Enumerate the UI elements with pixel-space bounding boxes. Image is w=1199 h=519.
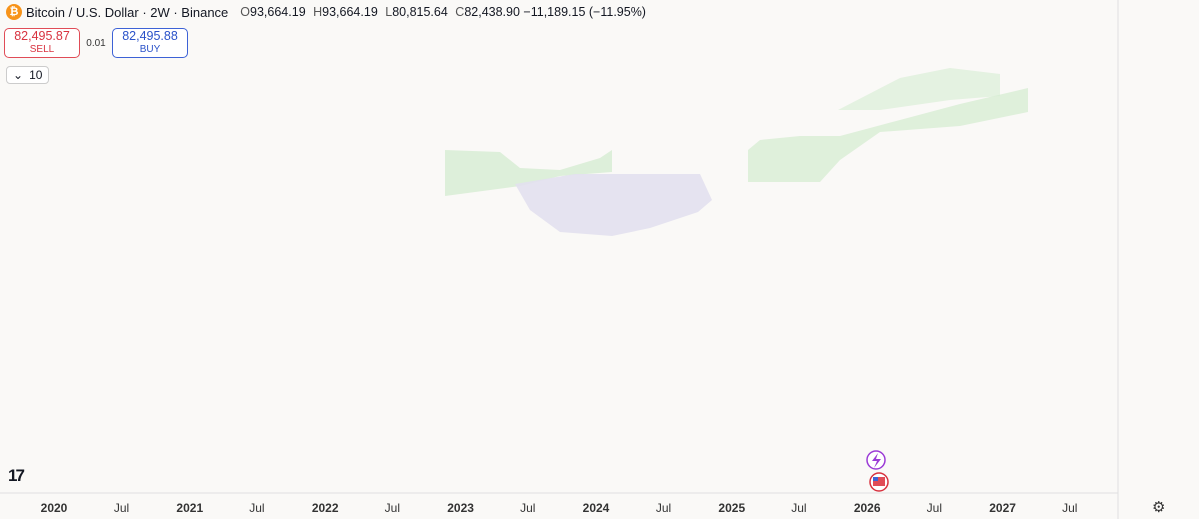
trade-panel: 82,495.87 SELL 0.01 82,495.88 BUY: [4, 28, 188, 58]
close-value: 82,438.90: [464, 5, 520, 19]
cloud-green-3: [838, 68, 1000, 110]
time-tick-label: Jul: [791, 501, 806, 515]
open-value: 93,664.19: [250, 5, 306, 19]
price-axis[interactable]: 180,000.00140,000.00110,000.0044,000.003…: [1068, 0, 1188, 519]
low-value: 80,815.64: [392, 5, 448, 19]
ohlc-values: O93,664.19 H93,664.19 L80,815.64 C82,438…: [236, 5, 646, 19]
time-tick-label: Jul: [249, 501, 264, 515]
time-tick-label: 2021: [176, 501, 203, 515]
time-tick-label: 2026: [854, 501, 881, 515]
indicator-toggle[interactable]: ⌄ 10: [6, 66, 50, 84]
time-axis[interactable]: 2020 Jul 2021 Jul 2022 Jul 2023 Jul 2024 Jul 2025 J…: [0, 492, 1118, 515]
change-value: −11,189.15 (−11.95%): [523, 5, 646, 19]
event-markers: [866, 450, 889, 492]
time-tick-label: Jul: [927, 501, 942, 515]
sell-label: SELL: [29, 44, 55, 55]
open-label: O: [240, 5, 251, 19]
sell-price: 82,495.87: [14, 29, 70, 43]
chevron-down-icon: ⌄: [13, 68, 24, 82]
time-tick-label: 2022: [312, 501, 339, 515]
spread-value: 0.01: [86, 37, 106, 49]
time-tick-label: Jul: [656, 501, 671, 515]
time-tick-label: Jul: [520, 501, 535, 515]
time-tick-label: Jul: [114, 501, 129, 515]
flag-stripes: [873, 477, 885, 486]
time-tick-label: 2023: [447, 501, 474, 515]
time-tick-label: 2027: [989, 501, 1016, 515]
buy-label: BUY: [139, 44, 161, 55]
gear-icon[interactable]: ⚙: [1152, 499, 1166, 516]
bitcoin-icon: ₿: [6, 4, 22, 20]
low-label: L: [385, 5, 393, 19]
close-label: C: [455, 5, 465, 19]
high-label: H: [313, 5, 323, 19]
time-tick-label: 2020: [41, 501, 68, 515]
time-tick-label: 2025: [718, 501, 745, 515]
symbol-header: ₿ Bitcoin / U.S. Dollar · 2W · Binance O…: [6, 4, 646, 20]
time-tick-label: 2024: [583, 501, 610, 515]
symbol-title[interactable]: Bitcoin / U.S. Dollar · 2W · Binance: [26, 4, 229, 20]
flag-canton: [873, 477, 878, 481]
cloud-green-1: [445, 150, 612, 196]
ichimoku-cloud-layer: [445, 68, 1028, 236]
cloud-purple: [515, 174, 712, 236]
tradingview-logo[interactable]: 17: [8, 466, 25, 485]
high-value: 93,664.19: [322, 5, 378, 19]
buy-price: 82,495.88: [122, 29, 178, 43]
indicator-toggle-value: 10: [29, 68, 43, 82]
time-tick-label: Jul: [385, 501, 400, 515]
lightning-bolt-icon: [872, 453, 881, 468]
sell-button[interactable]: 82,495.87 SELL: [4, 28, 80, 58]
cloud-green-2: [748, 88, 1028, 182]
time-tick-label: Jul: [1062, 501, 1077, 515]
buy-button[interactable]: 82,495.88 BUY: [112, 28, 188, 58]
